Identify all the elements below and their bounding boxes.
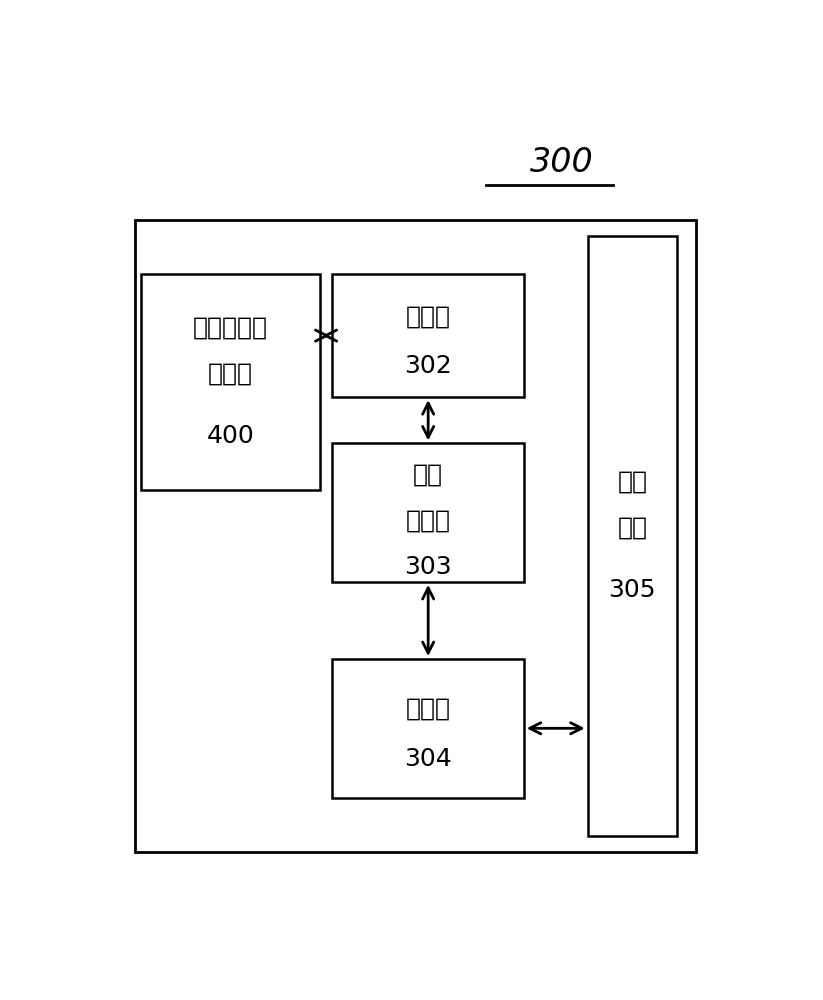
- Bar: [142, 274, 319, 490]
- Text: 304: 304: [404, 747, 452, 771]
- Text: 接口: 接口: [617, 516, 647, 540]
- Text: 303: 303: [404, 555, 452, 579]
- Bar: [332, 659, 523, 798]
- Text: 处理器: 处理器: [406, 697, 451, 721]
- Text: 存储器: 存储器: [406, 304, 451, 328]
- Text: 305: 305: [608, 578, 656, 602]
- Text: 400: 400: [207, 424, 254, 448]
- Text: 外设: 外设: [617, 470, 647, 494]
- Bar: [588, 235, 677, 836]
- Text: 300: 300: [530, 146, 594, 179]
- Text: 控制器: 控制器: [406, 508, 451, 532]
- Bar: [332, 443, 523, 582]
- Text: 理装置: 理装置: [208, 362, 253, 386]
- Bar: [135, 220, 696, 852]
- Text: 302: 302: [404, 354, 452, 378]
- Text: 时间序列处: 时间序列处: [193, 316, 268, 340]
- Bar: [332, 274, 523, 397]
- Text: 存储: 存储: [413, 462, 443, 486]
